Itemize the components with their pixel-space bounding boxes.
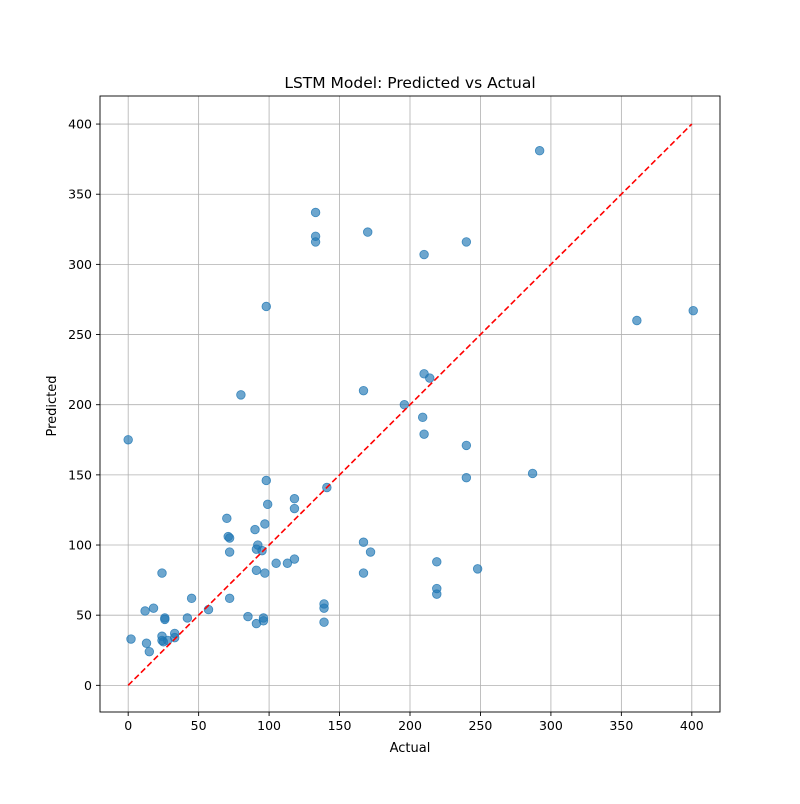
data-point	[126, 634, 136, 644]
x-tick-label: 150	[328, 718, 352, 733]
plot-area	[123, 123, 698, 686]
data-point	[417, 412, 428, 423]
chart-title: LSTM Model: Predicted vs Actual	[284, 74, 535, 92]
data-point	[419, 249, 429, 260]
reference-line	[127, 123, 693, 686]
data-point	[157, 568, 167, 578]
data-point	[160, 614, 170, 625]
y-tick-label: 150	[68, 467, 92, 482]
data-point	[419, 429, 429, 439]
data-point	[289, 554, 300, 564]
x-tick-label: 400	[680, 718, 704, 733]
data-point	[432, 589, 442, 599]
x-tick-label: 350	[609, 718, 633, 733]
data-point	[140, 606, 150, 616]
data-point	[527, 468, 538, 479]
data-point	[169, 632, 180, 643]
y-tick-label: 350	[68, 187, 92, 202]
x-tick-label: 300	[539, 718, 563, 733]
data-point	[243, 611, 253, 622]
data-point	[148, 603, 159, 613]
data-point	[260, 568, 270, 578]
data-point	[310, 237, 321, 247]
data-point	[186, 593, 197, 604]
data-point	[224, 533, 235, 543]
data-point	[262, 499, 273, 510]
data-point	[222, 513, 232, 524]
data-point	[363, 227, 373, 237]
data-point	[261, 475, 271, 486]
x-axis-label: Actual	[390, 741, 431, 756]
data-point	[472, 564, 483, 574]
data-point	[260, 519, 270, 529]
data-point	[257, 545, 267, 556]
data-point	[141, 638, 152, 648]
data-point	[365, 547, 376, 557]
y-tick-label: 0	[84, 678, 92, 693]
data-point	[144, 646, 155, 657]
data-point	[632, 315, 642, 326]
data-point	[688, 305, 698, 316]
data-point	[224, 547, 235, 557]
y-tick-label: 250	[68, 327, 92, 342]
x-tick-label: 50	[191, 718, 207, 733]
data-point	[461, 472, 472, 483]
y-tick-label: 300	[68, 257, 92, 272]
x-tick-label: 200	[398, 718, 422, 733]
data-point	[461, 440, 472, 451]
data-point	[534, 146, 545, 156]
data-point	[224, 593, 235, 604]
x-tick-label: 0	[124, 718, 132, 733]
data-point	[236, 390, 246, 400]
data-point	[271, 558, 281, 568]
y-tick-label: 200	[68, 397, 92, 412]
x-tick-label: 250	[469, 718, 493, 733]
data-point	[432, 557, 442, 567]
data-point	[250, 524, 260, 535]
data-point	[282, 558, 293, 568]
data-point	[203, 604, 214, 615]
data-point	[310, 207, 321, 218]
y-axis-label: Predicted	[45, 375, 60, 436]
data-point	[261, 301, 271, 312]
data-point	[251, 565, 262, 575]
data-point	[358, 385, 369, 396]
data-point	[425, 373, 435, 383]
data-point	[319, 617, 329, 627]
y-tick-label: 50	[76, 608, 92, 623]
data-point	[358, 537, 369, 547]
data-point	[123, 435, 133, 445]
axes: 0 50 100 150 200 250 300 350 400 0 50 100 150 200 250 3…	[68, 95, 721, 733]
data-point	[258, 616, 269, 626]
y-tick-label: 100	[68, 538, 92, 553]
data-point	[319, 603, 329, 613]
data-point	[289, 503, 300, 514]
data-point	[461, 237, 472, 247]
x-tick-label: 100	[257, 718, 281, 733]
data-point	[358, 568, 369, 578]
data-point	[399, 400, 410, 410]
data-point	[289, 494, 300, 504]
y-tick-label: 400	[68, 117, 92, 132]
data-point	[182, 613, 193, 623]
